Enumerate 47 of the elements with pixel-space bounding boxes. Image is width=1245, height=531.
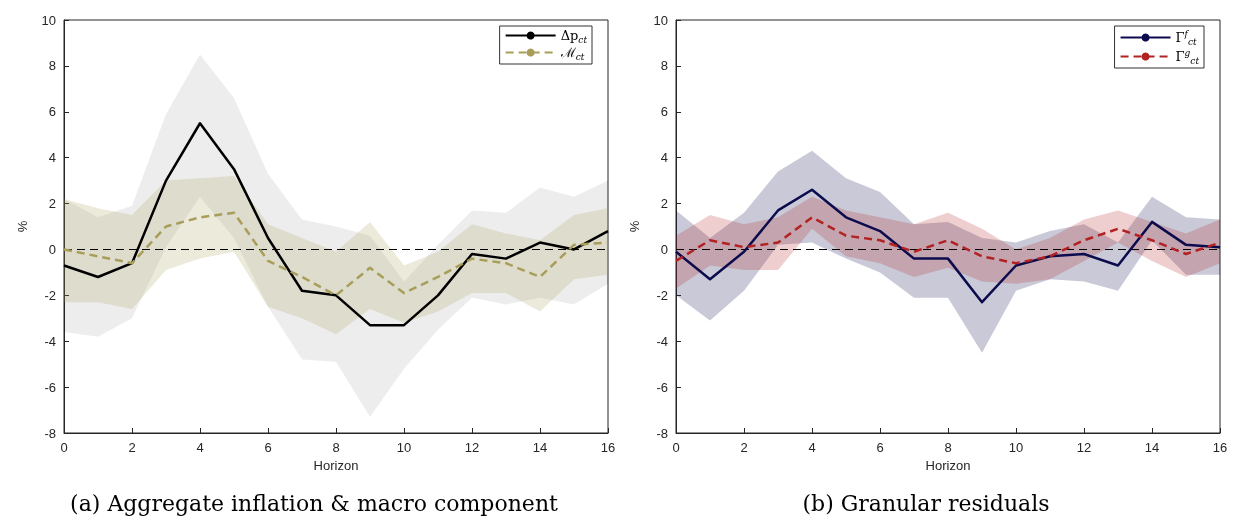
y-tick-label: -4 xyxy=(656,333,668,349)
y-tick-label: 6 xyxy=(48,104,56,120)
x-tick-label: 2 xyxy=(740,440,748,455)
x-axis-title: Horizon xyxy=(925,458,971,473)
y-tick-label: 2 xyxy=(660,196,668,212)
x-tick-label: 12 xyxy=(464,440,480,455)
y-axis-title: % xyxy=(15,220,30,233)
y-tick-label: 0 xyxy=(660,241,668,257)
x-tick-label: 8 xyxy=(944,440,952,455)
line-series xyxy=(62,211,610,297)
y-tick-label: 8 xyxy=(48,58,56,74)
y-tick-label: -6 xyxy=(656,379,668,395)
text: (b) Granular residuals xyxy=(802,490,1050,516)
y-tick-label: -8 xyxy=(656,425,668,441)
y-tick-label: 4 xyxy=(660,150,668,166)
line-series xyxy=(674,188,1222,304)
x-tick-label: 10 xyxy=(396,440,412,455)
y-tick-label: -2 xyxy=(656,287,668,303)
x-tick-label: 12 xyxy=(1076,440,1092,455)
x-tick-label: 14 xyxy=(532,440,548,455)
x-tick-label: 14 xyxy=(1144,440,1160,455)
y-tick-label: -8 xyxy=(44,425,56,441)
y-tick-label: 10 xyxy=(41,12,56,28)
y-tick-label: 10 xyxy=(653,12,668,28)
x-tick-label: 16 xyxy=(600,440,616,455)
text: (a) Aggregate inflation & macro component xyxy=(70,490,559,516)
x-tick-label: 0 xyxy=(60,440,68,455)
y-tick-label: -2 xyxy=(44,287,56,303)
x-tick-label: 6 xyxy=(264,440,272,455)
y-tick-label: -4 xyxy=(44,333,56,349)
x-tick-label: 16 xyxy=(1212,440,1228,455)
x-tick-label: 8 xyxy=(332,440,340,455)
x-tick-label: 0 xyxy=(672,440,680,455)
y-tick-label: 2 xyxy=(48,196,56,212)
line-series xyxy=(62,122,610,327)
y-tick-label: -6 xyxy=(44,379,56,395)
y-tick-label: 4 xyxy=(48,150,56,166)
x-tick-label: 4 xyxy=(808,440,816,455)
x-tick-label: 6 xyxy=(876,440,884,455)
x-axis-title: Horizon xyxy=(313,458,359,473)
x-tick-label: 4 xyxy=(196,440,204,455)
x-tick-label: 2 xyxy=(128,440,136,455)
y-tick-label: 6 xyxy=(660,104,668,120)
x-tick-label: 10 xyxy=(1008,440,1024,455)
y-tick-label: 8 xyxy=(660,58,668,74)
y-tick-label: 0 xyxy=(48,241,56,257)
y-axis-title: % xyxy=(627,220,642,233)
